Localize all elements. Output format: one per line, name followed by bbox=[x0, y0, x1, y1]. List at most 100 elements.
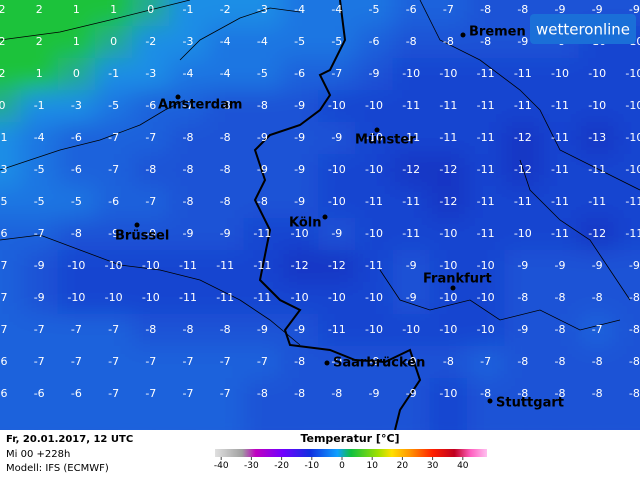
grid-value: -11 bbox=[402, 227, 420, 240]
grid-value: -6 bbox=[71, 387, 82, 400]
grid-value: -7 bbox=[108, 323, 119, 336]
grid-value: -3 bbox=[71, 99, 82, 112]
grid-value: -5 bbox=[34, 163, 45, 176]
grid-value: 1 bbox=[36, 67, 43, 80]
grid-value: -7 bbox=[257, 355, 268, 368]
logo: wetteronline bbox=[536, 21, 630, 39]
grid-value: -8 bbox=[517, 291, 528, 304]
grid-value: -10 bbox=[328, 99, 346, 112]
grid-value: -9 bbox=[517, 35, 528, 48]
grid-value: -6 bbox=[71, 163, 82, 176]
grid-value: -8 bbox=[443, 35, 454, 48]
grid-value: -8 bbox=[517, 3, 528, 16]
grid-value: -11 bbox=[625, 195, 640, 208]
grid-value: -10 bbox=[365, 291, 383, 304]
grid-value: -9 bbox=[629, 3, 640, 16]
grid-value: -8 bbox=[517, 355, 528, 368]
grid-value: -7 bbox=[108, 163, 119, 176]
grid-value: -4 bbox=[34, 131, 45, 144]
grid-value: -6 bbox=[0, 227, 7, 240]
temperature-cell bbox=[504, 378, 542, 430]
grid-value: -6 bbox=[145, 99, 156, 112]
city-label: Brüssel bbox=[115, 229, 169, 244]
temperature-cell bbox=[169, 378, 207, 430]
grid-value: -9 bbox=[257, 323, 268, 336]
grid-value: -11 bbox=[477, 227, 495, 240]
grid-value: -7 bbox=[34, 323, 45, 336]
grid-value: -8 bbox=[257, 387, 268, 400]
grid-value: -12 bbox=[439, 195, 457, 208]
city-label: Saarbrücken bbox=[333, 356, 425, 371]
grid-value: -2 bbox=[220, 3, 231, 16]
grid-value: -12 bbox=[514, 131, 532, 144]
grid-value: 0 bbox=[110, 35, 117, 48]
grid-value: -7 bbox=[71, 323, 82, 336]
legend-tick-label: -20 bbox=[274, 461, 289, 471]
grid-value: -7 bbox=[108, 131, 119, 144]
grid-value: -10 bbox=[439, 227, 457, 240]
grid-value: -12 bbox=[291, 259, 309, 272]
grid-value: -10 bbox=[402, 323, 420, 336]
city-label: Frankfurt bbox=[423, 272, 492, 287]
grid-value: -10 bbox=[328, 291, 346, 304]
grid-value: 0 bbox=[0, 99, 6, 112]
grid-value: -11 bbox=[216, 259, 234, 272]
grid-value: -9 bbox=[369, 67, 380, 80]
grid-value: -7 bbox=[34, 355, 45, 368]
grid-value: -5 bbox=[108, 99, 119, 112]
city-dot bbox=[134, 222, 140, 228]
temperature-cell bbox=[281, 378, 319, 430]
grid-value: -7 bbox=[183, 99, 194, 112]
grid-value: -10 bbox=[625, 99, 640, 112]
grid-value: -8 bbox=[183, 163, 194, 176]
grid-value: -8 bbox=[220, 131, 231, 144]
grid-value: -12 bbox=[439, 163, 457, 176]
grid-value: -9 bbox=[555, 259, 566, 272]
grid-value: -8 bbox=[480, 387, 491, 400]
grid-value: -5 bbox=[257, 67, 268, 80]
grid-value: -8 bbox=[517, 387, 528, 400]
legend-tick-label: 20 bbox=[397, 461, 409, 471]
grid-value: -8 bbox=[480, 35, 491, 48]
temperature-cell bbox=[467, 378, 505, 430]
grid-value: -7 bbox=[220, 355, 231, 368]
grid-value: -9 bbox=[592, 3, 603, 16]
grid-value: -8 bbox=[555, 291, 566, 304]
grid-value: -11 bbox=[551, 163, 569, 176]
grid-value: -3 bbox=[257, 3, 268, 16]
grid-value: -7 bbox=[592, 323, 603, 336]
grid-value: -9 bbox=[369, 387, 380, 400]
grid-value: -9 bbox=[369, 355, 380, 368]
grid-value: -5 bbox=[0, 195, 7, 208]
grid-value: -11 bbox=[477, 99, 495, 112]
grid-value: -11 bbox=[588, 163, 606, 176]
city-dot bbox=[322, 214, 328, 220]
grid-value: -7 bbox=[145, 355, 156, 368]
grid-value: -10 bbox=[625, 163, 640, 176]
grid-value: -10 bbox=[142, 259, 160, 272]
temperature-cell bbox=[392, 378, 430, 430]
grid-value: -6 bbox=[71, 131, 82, 144]
borders bbox=[0, 0, 640, 430]
city-dot bbox=[324, 360, 330, 366]
grid-value: -11 bbox=[551, 99, 569, 112]
city-dot bbox=[175, 94, 181, 100]
grid-value: 1 bbox=[110, 3, 117, 16]
grid-value: -4 bbox=[183, 67, 194, 80]
temperature-cell bbox=[243, 378, 281, 430]
grid-value: -8 bbox=[629, 323, 640, 336]
grid-value: -8 bbox=[480, 3, 491, 16]
grid-value: 1 bbox=[73, 35, 80, 48]
grid-value: -7 bbox=[108, 355, 119, 368]
grid-value: -4 bbox=[220, 67, 231, 80]
grid-value: -7 bbox=[183, 387, 194, 400]
grid-value: -10 bbox=[551, 67, 569, 80]
grid-value: -8 bbox=[220, 99, 231, 112]
grid-value: -11 bbox=[253, 291, 271, 304]
grid-value: -8 bbox=[629, 387, 640, 400]
grid-value: -13 bbox=[588, 131, 606, 144]
grid-value: -11 bbox=[328, 323, 346, 336]
footer-model: Modell: IFS (ECMWF) bbox=[6, 463, 109, 474]
grid-value: -10 bbox=[365, 131, 383, 144]
grid-value: -8 bbox=[555, 355, 566, 368]
